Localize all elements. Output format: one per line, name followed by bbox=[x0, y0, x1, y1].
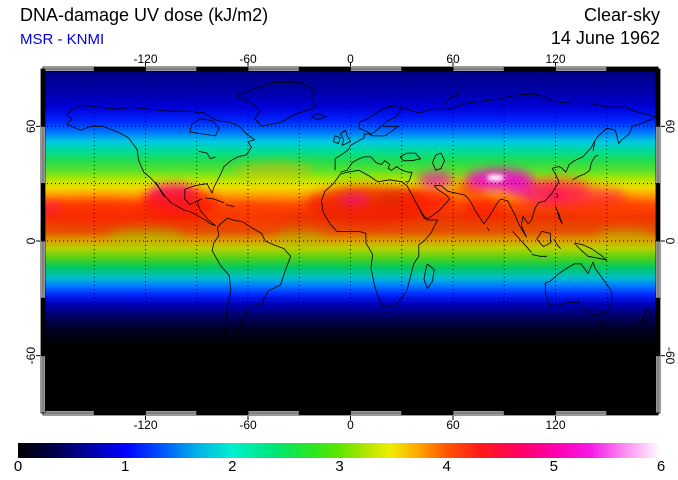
coastline bbox=[635, 307, 652, 330]
coastline bbox=[572, 154, 599, 181]
colorbar-tick-label: 2 bbox=[228, 458, 237, 475]
y-axis-tick-label-left: 0 bbox=[24, 237, 38, 244]
coastline bbox=[334, 125, 399, 171]
coastline bbox=[544, 261, 613, 316]
uv-hotspot bbox=[43, 199, 150, 226]
colorbar-tick-label: 6 bbox=[656, 458, 666, 475]
coastline bbox=[536, 231, 551, 248]
map-frame bbox=[40, 66, 661, 416]
coastline bbox=[235, 82, 317, 127]
coastline bbox=[401, 93, 657, 118]
condition-label: Clear-sky bbox=[583, 5, 660, 25]
coastline bbox=[198, 150, 216, 160]
uv-hotspot bbox=[595, 228, 652, 243]
coastline bbox=[66, 104, 256, 227]
x-axis-tick-label-top: 0 bbox=[347, 52, 354, 66]
coastline bbox=[225, 204, 235, 207]
date-label: 14 June 1962 bbox=[550, 28, 660, 48]
coastline bbox=[520, 116, 657, 238]
coastline bbox=[311, 113, 327, 120]
uv-hotspot bbox=[575, 199, 656, 222]
coastline bbox=[555, 206, 563, 225]
uv-hotspot bbox=[233, 161, 314, 180]
colorbar-tick-label: 0 bbox=[13, 458, 23, 475]
colorbar-tick-label: 3 bbox=[335, 458, 344, 475]
uv-hotspot bbox=[462, 197, 502, 220]
coastline bbox=[340, 156, 413, 183]
coastline bbox=[444, 93, 460, 106]
coastline bbox=[321, 169, 438, 307]
uv-hotspot bbox=[417, 171, 454, 188]
coastline bbox=[592, 141, 596, 152]
coastline bbox=[189, 118, 220, 137]
coastline bbox=[416, 185, 527, 238]
colorbar-tick-label: 1 bbox=[120, 458, 130, 475]
coastline bbox=[574, 242, 608, 261]
y-axis-tick-label-left: 60 bbox=[24, 119, 38, 133]
colorbar-tick-label: 4 bbox=[442, 458, 451, 475]
coastline bbox=[155, 181, 165, 198]
uv-hotspot bbox=[486, 174, 505, 182]
x-axis-tick-label-bottom: 0 bbox=[347, 418, 354, 432]
y-axis-tick-label-right: 60 bbox=[663, 120, 677, 134]
y-axis-tick-label-right: 0 bbox=[663, 238, 677, 245]
coastline bbox=[432, 152, 445, 171]
coastline bbox=[358, 104, 403, 135]
coastline bbox=[66, 114, 216, 227]
coastline bbox=[553, 238, 561, 249]
x-axis-tick-label-top: -60 bbox=[239, 52, 257, 66]
page-title: DNA-damage UV dose (kJ/m2) bbox=[20, 5, 269, 25]
uv-hotspot bbox=[139, 188, 220, 221]
x-axis-tick-label-top: -120 bbox=[133, 52, 157, 66]
coastline bbox=[531, 254, 547, 257]
coastline bbox=[333, 135, 341, 144]
colorbar-tick-label: 5 bbox=[549, 458, 558, 475]
x-axis-tick-label-bottom: -120 bbox=[133, 418, 157, 432]
coastline bbox=[211, 217, 292, 347]
coastline bbox=[399, 152, 421, 162]
coastline bbox=[423, 263, 435, 290]
colorbar bbox=[18, 443, 661, 458]
x-axis-tick-label-top: 120 bbox=[545, 52, 565, 66]
coastline bbox=[512, 231, 532, 253]
uv-hotspot bbox=[43, 200, 62, 213]
x-axis-tick-label-bottom: -60 bbox=[239, 418, 257, 432]
x-axis-tick-label-bottom: 120 bbox=[545, 418, 565, 432]
uv-hotspot bbox=[337, 193, 370, 205]
coastline bbox=[205, 197, 225, 204]
y-axis-tick-label-left: -60 bbox=[24, 347, 38, 365]
y-axis-tick-label-right: -60 bbox=[663, 347, 677, 365]
credit: MSR - KNMI bbox=[20, 31, 105, 48]
x-axis-tick-label-bottom: 60 bbox=[446, 418, 460, 432]
uv-hotspot bbox=[399, 188, 456, 213]
x-axis-tick-label-top: 60 bbox=[446, 52, 460, 66]
coastline bbox=[486, 227, 490, 231]
coastline bbox=[597, 319, 604, 324]
